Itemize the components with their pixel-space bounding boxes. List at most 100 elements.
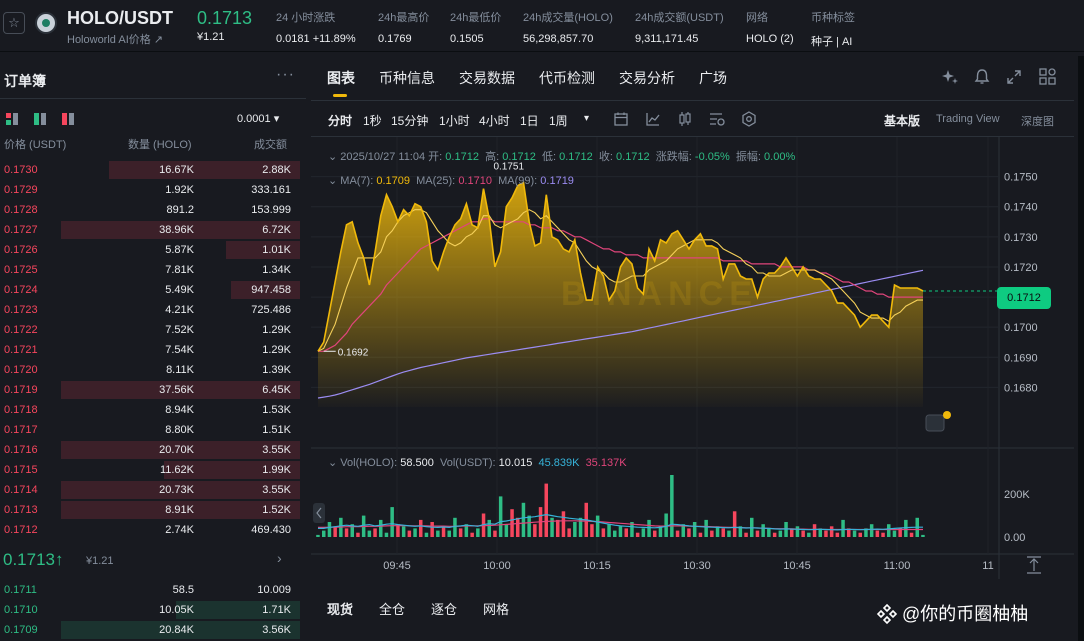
tab-chart[interactable]: 图表 — [327, 70, 355, 86]
interval-time[interactable]: 分时 — [328, 114, 353, 128]
ohlc-amplitude-label: 振幅: — [735, 151, 761, 163]
ask-qty: 8.94K — [165, 404, 194, 416]
interval-more-dropdown[interactable]: ▾ — [584, 113, 590, 124]
bell-icon[interactable] — [974, 68, 990, 86]
tab-isolated[interactable]: 逐仓 — [431, 602, 458, 617]
view-depth[interactable]: 深度图 — [1021, 116, 1054, 128]
stat-value: 0.0181 +11.89% — [276, 33, 356, 45]
indicators-icon[interactable] — [708, 111, 726, 127]
ask-row[interactable]: 0.1724 5.49K 947.458 — [0, 280, 300, 300]
ask-row[interactable]: 0.1721 7.54K 1.29K — [0, 340, 300, 360]
ohlc-change: -0.05% — [694, 151, 730, 163]
chevron-right-icon[interactable]: › — [277, 550, 282, 566]
collapse-icon[interactable]: ⌄ — [328, 457, 341, 469]
favorite-star-icon[interactable]: ☆ — [3, 12, 25, 34]
book-mode-both-icon[interactable] — [6, 113, 18, 125]
volume-bar — [476, 528, 480, 537]
price-axis-tick: 0.1700 — [1004, 322, 1038, 334]
line-chart-icon[interactable] — [645, 111, 661, 127]
ask-row[interactable]: 0.1719 37.56K 6.45K — [0, 380, 300, 400]
collapse-icon[interactable]: ⌄ — [328, 175, 341, 187]
book-mode-asks-icon[interactable] — [62, 113, 74, 125]
view-basic[interactable]: 基本版 — [884, 114, 921, 128]
volume-bar — [687, 528, 691, 537]
ask-row[interactable]: 0.1716 20.70K 3.55K — [0, 440, 300, 460]
tab-trading-data[interactable]: 交易数据 — [459, 70, 515, 86]
ask-row[interactable]: 0.1712 2.74K 469.430 — [0, 520, 300, 540]
scroll-gutter — [1078, 56, 1084, 641]
book-mode-bids-icon[interactable] — [34, 113, 46, 125]
col-price-header: 价格 (USDT) — [4, 139, 67, 151]
tab-grid[interactable]: 网格 — [483, 602, 510, 617]
volume-bar — [556, 519, 560, 537]
interval-15m[interactable]: 15分钟 — [391, 114, 429, 128]
ask-row[interactable]: 0.1715 11.62K 1.99K — [0, 460, 300, 480]
notification-dot — [943, 411, 951, 419]
ask-row[interactable]: 0.1725 7.81K 1.34K — [0, 260, 300, 280]
stat-label: 网络 — [746, 12, 768, 24]
interval-1w[interactable]: 1周 — [549, 114, 568, 128]
ask-qty: 20.73K — [159, 484, 194, 496]
tab-spot[interactable]: 现货 — [327, 602, 354, 617]
ask-row[interactable]: 0.1729 1.92K 333.161 — [0, 180, 300, 200]
settings-icon[interactable] — [741, 111, 757, 127]
volume-bar — [892, 530, 897, 537]
interval-4h[interactable]: 4小时 — [479, 114, 510, 128]
ask-row[interactable]: 0.1726 5.87K 1.01K — [0, 240, 300, 260]
market-header: ☆ HOLO/USDT Holoworld AI价格 ↗ 0.1713 ¥1.2… — [0, 0, 1084, 52]
ask-row[interactable]: 0.1722 7.52K 1.29K — [0, 320, 300, 340]
tab-trade-analysis[interactable]: 交易分析 — [619, 70, 675, 86]
price-chart-canvas[interactable]: 0.1750 0.1740 0.1730 0.1720 0.1710 0.1700 0.16… — [311, 137, 1074, 579]
more-options-icon[interactable]: ··· — [276, 66, 295, 83]
ask-row[interactable]: 0.1727 38.96K 6.72K — [0, 220, 300, 240]
ask-row[interactable]: 0.1713 8.91K 1.52K — [0, 500, 300, 520]
tab-cross[interactable]: 全仓 — [379, 602, 406, 617]
ohlc-low: 0.1712 — [559, 151, 593, 163]
ohlc-date: 2025/10/27 11:04 — [340, 151, 426, 163]
ask-depth-bar — [226, 241, 300, 259]
price-step-select[interactable]: 0.0001 ▾ — [237, 113, 280, 125]
ask-depth-bar — [61, 481, 300, 499]
ask-row[interactable]: 0.1717 8.80K 1.51K — [0, 420, 300, 440]
ask-depth-bar — [109, 161, 300, 179]
ask-price: 0.1726 — [4, 244, 38, 256]
ask-row[interactable]: 0.1714 20.73K 3.55K — [0, 480, 300, 500]
stat-value[interactable]: HOLO (2) — [746, 33, 794, 45]
grid-icon[interactable] — [1039, 68, 1056, 85]
ask-row[interactable]: 0.1723 4.21K 725.486 — [0, 300, 300, 320]
volume-bar — [727, 530, 731, 537]
volume-bar — [453, 517, 457, 537]
ask-qty: 11.62K — [159, 464, 194, 476]
tab-coin-info[interactable]: 币种信息 — [379, 70, 435, 86]
tab-square[interactable]: 广场 — [699, 70, 727, 86]
bid-row[interactable]: 0.1710 10.05K 1.71K — [0, 600, 300, 620]
ask-qty: 5.87K — [165, 244, 194, 256]
collapse-icon[interactable]: ⌄ — [328, 151, 341, 163]
bid-row[interactable]: 0.1709 20.84K 3.56K — [0, 620, 300, 640]
volume-bar — [664, 513, 668, 537]
stat-value[interactable]: 种子 | AI — [811, 36, 853, 48]
interval-1d[interactable]: 1日 — [520, 114, 539, 128]
pair-price-link[interactable]: Holoworld AI价格 ↗ — [67, 34, 164, 46]
ask-price: 0.1727 — [4, 224, 38, 236]
tab-token-check[interactable]: 代币检测 — [539, 70, 595, 86]
candlestick-icon[interactable] — [677, 111, 693, 127]
ask-row[interactable]: 0.1728 891.2 153.999 — [0, 200, 300, 220]
interval-1h[interactable]: 1小时 — [439, 114, 470, 128]
ask-row[interactable]: 0.1720 8.11K 1.39K — [0, 360, 300, 380]
ask-row[interactable]: 0.1730 16.67K 2.88K — [0, 160, 300, 180]
volume-bar — [698, 532, 703, 537]
view-tradingview[interactable]: Trading View — [936, 113, 1000, 125]
pair-name[interactable]: HOLO/USDT — [67, 8, 173, 28]
bid-row[interactable]: 0.1711 58.5 10.009 — [0, 580, 300, 600]
sparkle-ai-icon[interactable] — [941, 68, 959, 86]
bid-depth-bar — [176, 601, 300, 619]
interval-1s[interactable]: 1秒 — [363, 114, 382, 128]
ask-row[interactable]: 0.1718 8.94K 1.53K — [0, 400, 300, 420]
calendar-icon[interactable] — [613, 111, 629, 127]
chevron-left-icon — [316, 507, 322, 519]
stat-24h-volume-holo: 24h成交量(HOLO) 56,298,857.70 — [523, 9, 613, 45]
expand-icon[interactable] — [1006, 69, 1022, 85]
volume-bar — [812, 524, 817, 537]
stat-network[interactable]: 网络 HOLO (2) — [746, 9, 794, 45]
